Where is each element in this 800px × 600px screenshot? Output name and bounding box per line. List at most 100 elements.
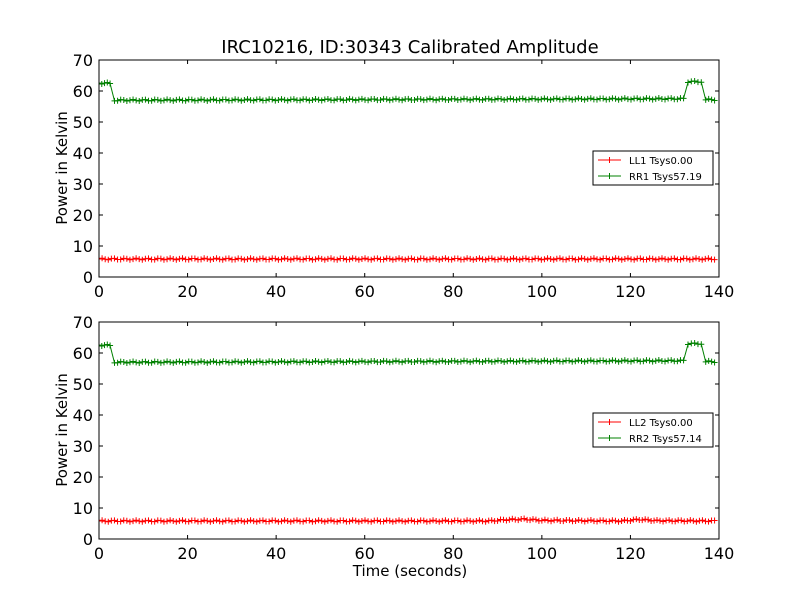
- chart-bottom: 0 20 40 60 80 100 120 140 0 10 20 30 40 50 60 70 LL2 Tsy…: [73, 313, 735, 563]
- data-point: [687, 517, 694, 524]
- data-point: [702, 358, 709, 365]
- data-point: [272, 255, 279, 262]
- data-point: [130, 256, 137, 263]
- data-point: [578, 517, 585, 524]
- data-point: [436, 518, 443, 525]
- data-point: [495, 256, 502, 263]
- data-point: [467, 97, 474, 104]
- data-point: [198, 256, 205, 263]
- data-point: [201, 517, 208, 524]
- data-point: [198, 96, 205, 103]
- data-point: [414, 518, 421, 525]
- data-point: [207, 96, 214, 103]
- data-point: [244, 518, 251, 525]
- data-point: [306, 517, 313, 524]
- data-point: [99, 517, 106, 524]
- data-point: [470, 256, 477, 263]
- data-point: [312, 357, 319, 364]
- data-point: [104, 341, 111, 348]
- y-tick-label: 0: [83, 530, 93, 549]
- data-point: [699, 256, 706, 263]
- data-point: [232, 96, 239, 103]
- legend-entry: RR2 Tsys57.14: [598, 434, 702, 445]
- data-point: [101, 342, 108, 349]
- data-point: [247, 255, 254, 262]
- data-point: [170, 97, 177, 104]
- data-point: [275, 96, 282, 103]
- data-point: [464, 358, 471, 365]
- data-point: [321, 518, 328, 525]
- x-tick-label: 0: [94, 282, 104, 301]
- data-point: [674, 358, 681, 365]
- data-point: [371, 358, 378, 365]
- data-point: [597, 256, 604, 263]
- data-point: [491, 96, 498, 103]
- data-point: [102, 518, 109, 525]
- data-point: [195, 359, 202, 366]
- data-point: [176, 517, 183, 524]
- data-point: [606, 96, 613, 103]
- data-point: [634, 357, 641, 364]
- data-point: [142, 96, 149, 103]
- data-point: [238, 97, 245, 104]
- data-point: [708, 358, 715, 365]
- data-point: [284, 518, 291, 525]
- y-tick-label: 20: [73, 468, 93, 487]
- data-point: [392, 256, 399, 263]
- data-point: [278, 96, 285, 103]
- data-point: [693, 255, 700, 262]
- data-point: [321, 256, 328, 263]
- data-point: [126, 97, 133, 104]
- data-point: [642, 516, 649, 523]
- data-point: [654, 516, 660, 523]
- data-point: [284, 97, 291, 104]
- legend-label: LL2 Tsys0.00: [629, 418, 693, 429]
- data-point: [281, 96, 288, 103]
- data-point: [662, 256, 669, 263]
- data-point: [575, 256, 582, 263]
- data-point: [621, 516, 628, 523]
- data-point: [368, 518, 375, 525]
- data-point: [439, 357, 446, 364]
- data-point: [541, 516, 548, 523]
- data-point: [303, 96, 310, 103]
- data-point: [554, 516, 561, 523]
- data-point: [460, 95, 467, 102]
- data-point: [578, 95, 585, 102]
- data-point: [253, 518, 260, 525]
- data-point: [696, 255, 703, 262]
- data-point: [241, 256, 248, 263]
- data-point: [439, 255, 446, 262]
- data-point: [645, 516, 652, 523]
- data-point: [352, 255, 359, 262]
- data-point: [448, 256, 455, 263]
- data-point: [439, 517, 446, 524]
- data-point: [711, 517, 718, 524]
- y-tick-label: 40: [73, 144, 93, 163]
- axes-frame: [98, 321, 720, 540]
- data-point: [278, 358, 285, 365]
- data-point: [548, 518, 555, 525]
- data-point: [334, 518, 341, 525]
- data-point: [460, 357, 467, 364]
- data-point: [170, 255, 177, 262]
- data-point: [105, 518, 112, 525]
- data-point: [685, 79, 691, 86]
- data-point: [337, 96, 344, 103]
- legend-marker: [606, 419, 613, 425]
- data-point: [244, 358, 251, 365]
- y-tick-label: 10: [73, 499, 93, 518]
- data-point: [229, 359, 236, 366]
- data-point: [538, 96, 545, 103]
- data-point: [402, 518, 409, 525]
- data-point: [244, 256, 251, 263]
- data-point: [649, 255, 656, 262]
- x-tick-label: 100: [527, 282, 558, 301]
- data-point: [532, 357, 539, 364]
- data-point: [578, 255, 585, 262]
- data-point: [139, 518, 146, 525]
- data-point: [479, 358, 486, 365]
- data-point: [247, 517, 254, 524]
- data-point: [99, 343, 105, 350]
- data-point: [657, 517, 664, 524]
